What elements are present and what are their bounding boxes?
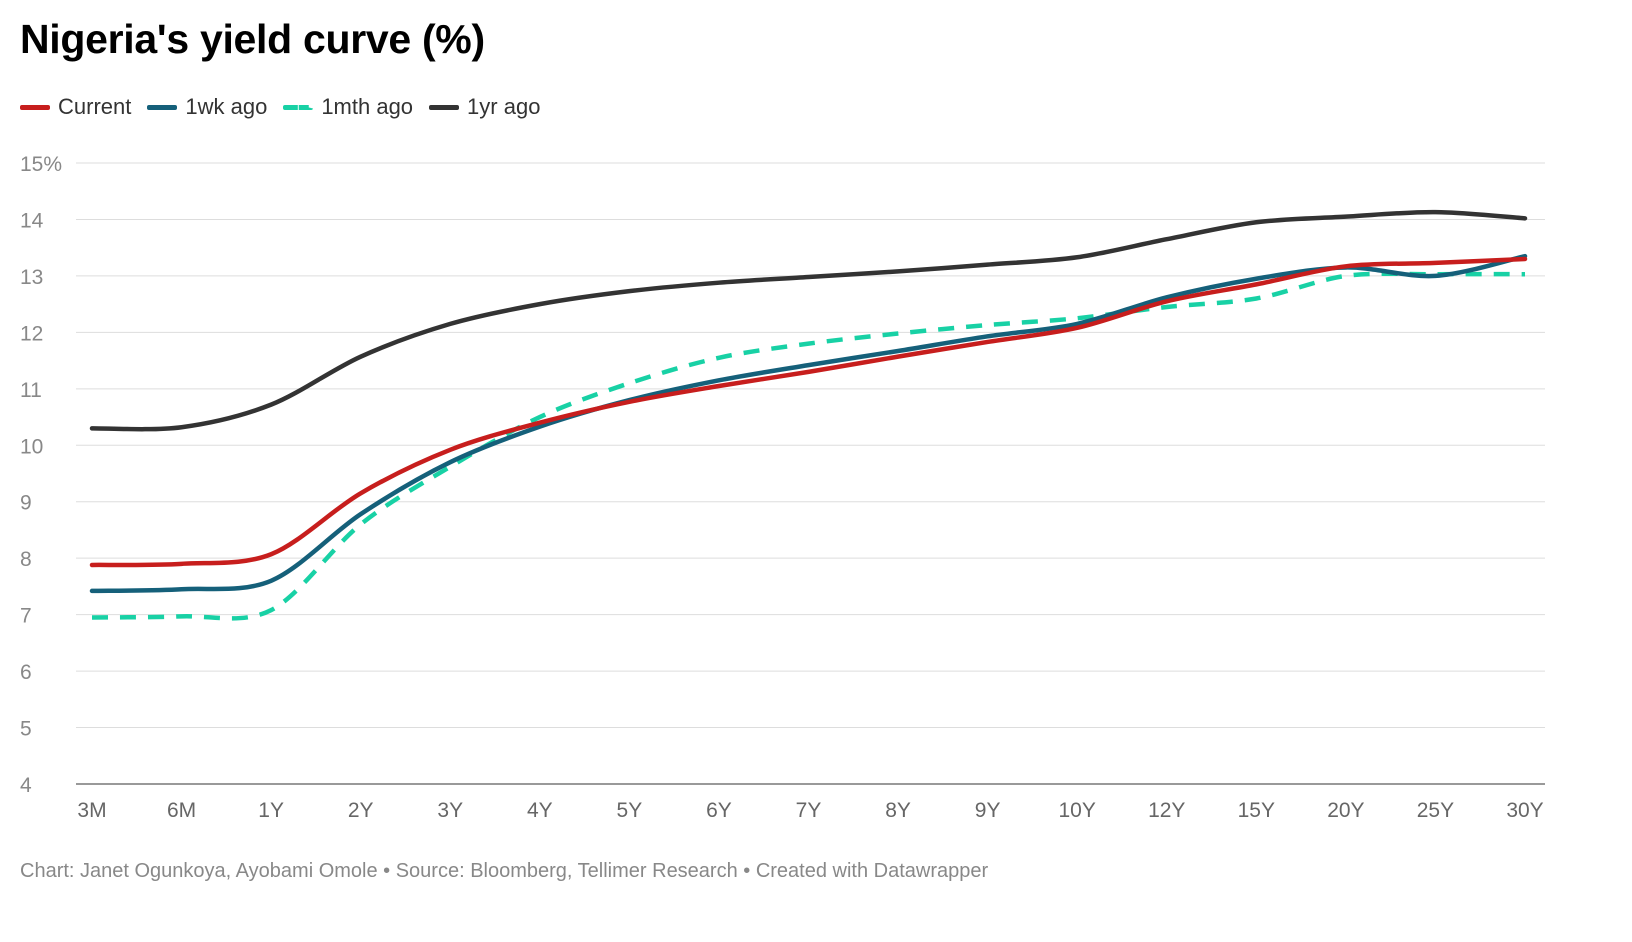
- series-line-1yr-ago: [89, 209, 1528, 432]
- legend-swatch-1yr-ago: [429, 104, 460, 110]
- chart-title: Nigeria's yield curve (%): [20, 16, 485, 62]
- x-tick-label: 25Y: [1417, 799, 1454, 822]
- series-line-current: [89, 256, 1528, 568]
- legend-swatch-1mth-ago: [283, 104, 314, 110]
- x-tick-label: 2Y: [348, 799, 374, 822]
- legend-label-1yr-ago: 1yr ago: [467, 94, 541, 119]
- y-tick-label: 5: [20, 718, 32, 741]
- chart-footer: Chart: Janet Ogunkoya, Ayobami Omole • S…: [20, 860, 989, 882]
- legend-label-1mth-ago: 1mth ago: [321, 94, 414, 119]
- x-tick-label: 6M: [167, 799, 196, 822]
- x-tick-label: 1Y: [258, 799, 284, 822]
- x-tick-label: 7Y: [796, 799, 822, 822]
- legend-label-1wk-ago: 1wk ago: [185, 94, 268, 119]
- y-tick-label: 9: [20, 492, 32, 515]
- y-tick-label: 14: [20, 209, 44, 232]
- x-tick-label: 30Y: [1506, 799, 1543, 822]
- series-lines: [89, 209, 1528, 621]
- x-tick-label: 12Y: [1148, 799, 1185, 822]
- y-tick-label: 13: [20, 266, 43, 289]
- legend-item-1wk-ago: 1wk ago: [147, 94, 267, 120]
- legend-item-1mth-ago: 1mth ago: [283, 94, 413, 120]
- x-tick-label: 8Y: [885, 799, 911, 822]
- legend-item-1yr-ago: 1yr ago: [429, 94, 540, 120]
- legend-label-current: Current: [58, 94, 132, 119]
- y-tick-label: 15%: [20, 153, 62, 176]
- x-tick-label: 3M: [77, 799, 106, 822]
- gridlines: [76, 162, 1545, 785]
- legend: Current 1wk ago 1mth ago 1yr ago: [20, 94, 556, 120]
- y-tick-label: 7: [20, 605, 32, 628]
- y-tick-label: 10: [20, 435, 43, 458]
- legend-swatch-current: [20, 104, 50, 110]
- y-tick-label: 4: [20, 774, 32, 797]
- x-axis-labels: 3M 6M 1Y 2Y 3Y 4Y 5Y 6Y 7Y 8Y 9Y 10Y 12Y 15Y 20Y 25Y 30Y: [77, 799, 1543, 822]
- y-tick-label: 11: [20, 379, 42, 402]
- series-line-1wk-ago: [89, 253, 1528, 594]
- y-tick-label: 8: [20, 548, 32, 571]
- y-axis-labels: 4 5 6 7 8 9 10 11 12 13 14 15%: [20, 153, 62, 797]
- x-tick-label: 15Y: [1238, 799, 1275, 822]
- y-tick-label: 6: [20, 661, 32, 684]
- x-tick-label: 10Y: [1059, 799, 1096, 822]
- x-tick-label: 4Y: [527, 799, 553, 822]
- x-tick-label: 6Y: [706, 799, 732, 822]
- legend-swatch-1wk-ago: [147, 104, 178, 110]
- x-tick-label: 20Y: [1327, 799, 1364, 822]
- x-tick-label: 3Y: [437, 799, 463, 822]
- y-tick-label: 12: [20, 322, 43, 345]
- x-tick-label: 5Y: [617, 799, 643, 822]
- legend-item-current: Current: [20, 94, 131, 120]
- x-tick-label: 9Y: [975, 799, 1001, 822]
- series-line-1mth-ago: [91, 271, 1526, 621]
